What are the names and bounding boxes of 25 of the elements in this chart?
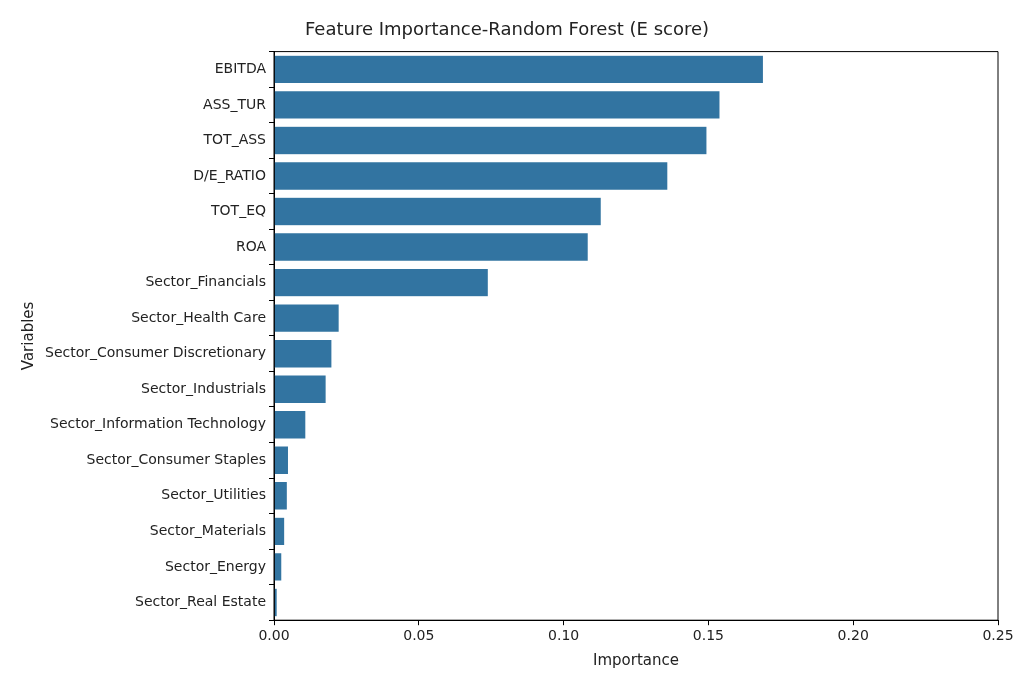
x-tick-label: 0.25 xyxy=(982,627,1014,644)
x-tick-label: 0.15 xyxy=(692,627,724,644)
y-tick-label: TOT_ASS xyxy=(202,131,267,148)
y-tick-label: EBITDA xyxy=(214,60,267,77)
y-tick-label: Sector_Information Technology xyxy=(50,415,267,432)
x-axis-title: Importance xyxy=(593,650,679,669)
y-tick-label: Sector_Utilities xyxy=(161,486,267,503)
y-tick-label: TOT_EQ xyxy=(210,202,267,219)
y-tick-label: Sector_Real Estate xyxy=(135,593,267,610)
x-tick-label: 0.00 xyxy=(258,627,290,644)
y-tick-label: Sector_Industrials xyxy=(141,379,267,396)
y-tick-label: ROA xyxy=(235,237,267,254)
y-tick-label: Sector_Health Care xyxy=(131,308,267,325)
y-tick-label: Sector_Energy xyxy=(164,557,267,574)
y-axis-title: Variables xyxy=(18,301,37,371)
chart-title: Feature Importance-Random Forest (E score) xyxy=(304,18,710,40)
y-tick-label: Sector_Consumer Staples xyxy=(86,450,267,467)
y-tick-label: Sector_Consumer Discretionary xyxy=(44,344,267,361)
y-tick-label: D/E_RATIO xyxy=(193,166,267,183)
x-tick-label: 0.05 xyxy=(403,627,435,644)
x-tick-label: 0.20 xyxy=(837,627,869,644)
y-tick-label: ASS_TUR xyxy=(203,95,267,112)
y-tick-label: Sector_Materials xyxy=(149,522,267,538)
x-tick-label: 0.10 xyxy=(548,627,580,644)
y-tick-label: Sector_Financials xyxy=(145,273,267,290)
